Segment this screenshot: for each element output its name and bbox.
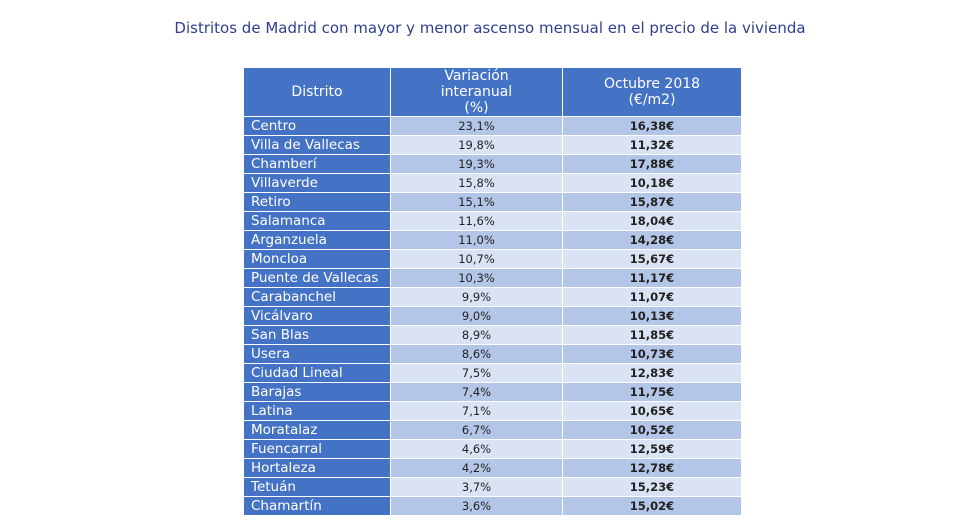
table-row: Villaverde 15,8% 10,18€ [243, 173, 742, 193]
table-row: Chamberí 19,3% 17,88€ [243, 154, 742, 174]
table-row: Salamanca 11,6% 18,04€ [243, 211, 742, 231]
value-cell: 10,52€ [562, 420, 742, 440]
table-header: Distrito Variación interanual (%) Octubr… [243, 67, 742, 117]
value-cell: 15,02€ [562, 496, 742, 516]
value-cell: 8,9% [390, 325, 563, 345]
table-row: Chamartín 3,6% 15,02€ [243, 496, 742, 516]
district-cell: Arganzuela [243, 230, 391, 250]
value-cell: 15,8% [390, 173, 563, 193]
value-cell: 11,07€ [562, 287, 742, 307]
district-cell: Hortaleza [243, 458, 391, 478]
district-cell: Latina [243, 401, 391, 421]
table-row: Ciudad Lineal 7,5% 12,83€ [243, 363, 742, 383]
value-cell: 10,7% [390, 249, 563, 269]
value-cell: 11,75€ [562, 382, 742, 402]
table-row: Moratalaz 6,7% 10,52€ [243, 420, 742, 440]
table-row: Centro 23,1% 16,38€ [243, 116, 742, 136]
value-cell: 8,6% [390, 344, 563, 364]
header-cell: Octubre 2018 (€/m2) [562, 67, 742, 117]
value-cell: 9,9% [390, 287, 563, 307]
header-cell: Distrito [243, 67, 391, 117]
district-cell: Salamanca [243, 211, 391, 231]
value-cell: 23,1% [390, 116, 563, 136]
district-cell: Villaverde [243, 173, 391, 193]
district-cell: Vicálvaro [243, 306, 391, 326]
value-cell: 12,83€ [562, 363, 742, 383]
table-row: Puente de Vallecas 10,3% 11,17€ [243, 268, 742, 288]
table-row: Barajas 7,4% 11,75€ [243, 382, 742, 402]
table-row: Usera 8,6% 10,73€ [243, 344, 742, 364]
value-cell: 18,04€ [562, 211, 742, 231]
value-cell: 19,8% [390, 135, 563, 155]
value-cell: 4,2% [390, 458, 563, 478]
district-cell: Tetuán [243, 477, 391, 497]
district-cell: Centro [243, 116, 391, 136]
value-cell: 10,65€ [562, 401, 742, 421]
value-cell: 14,28€ [562, 230, 742, 250]
value-cell: 15,23€ [562, 477, 742, 497]
table-row: Vicálvaro 9,0% 10,13€ [243, 306, 742, 326]
table-row: Tetuán 3,7% 15,23€ [243, 477, 742, 497]
district-cell: Chamartín [243, 496, 391, 516]
value-cell: 7,1% [390, 401, 563, 421]
table-row: Latina 7,1% 10,65€ [243, 401, 742, 421]
district-cell: Usera [243, 344, 391, 364]
table-row: Fuencarral 4,6% 12,59€ [243, 439, 742, 459]
district-cell: Villa de Vallecas [243, 135, 391, 155]
value-cell: 10,3% [390, 268, 563, 288]
table-body: Centro 23,1% 16,38€ Villa de Vallecas 19,8% 1… [243, 116, 742, 516]
value-cell: 3,7% [390, 477, 563, 497]
value-cell: 11,0% [390, 230, 563, 250]
title: Distritos de Madrid con mayor y menor as… [174, 19, 806, 37]
table-row: San Blas 8,9% 11,85€ [243, 325, 742, 345]
district-cell: Carabanchel [243, 287, 391, 307]
value-cell: 11,17€ [562, 268, 742, 288]
district-cell: Barajas [243, 382, 391, 402]
table-row: Hortaleza 4,2% 12,78€ [243, 458, 742, 478]
district-cell: Ciudad Lineal [243, 363, 391, 383]
value-cell: 10,18€ [562, 173, 742, 193]
value-cell: 6,7% [390, 420, 563, 440]
value-cell: 15,87€ [562, 192, 742, 212]
header-row: Distrito Variación interanual (%) Octubr… [243, 67, 742, 117]
district-table: Distrito Variación interanual (%) Octubr… [243, 67, 742, 516]
value-cell: 11,6% [390, 211, 563, 231]
value-cell: 16,38€ [562, 116, 742, 136]
value-cell: 4,6% [390, 439, 563, 459]
value-cell: 7,5% [390, 363, 563, 383]
district-cell: Retiro [243, 192, 391, 212]
value-cell: 11,85€ [562, 325, 742, 345]
district-cell: Puente de Vallecas [243, 268, 391, 288]
value-cell: 10,13€ [562, 306, 742, 326]
district-cell: Chamberí [243, 154, 391, 174]
value-cell: 15,67€ [562, 249, 742, 269]
value-cell: 9,0% [390, 306, 563, 326]
value-cell: 3,6% [390, 496, 563, 516]
value-cell: 7,4% [390, 382, 563, 402]
table-row: Moncloa 10,7% 15,67€ [243, 249, 742, 269]
header-cell: Variación interanual (%) [390, 67, 563, 117]
district-cell: Moratalaz [243, 420, 391, 440]
value-cell: 12,59€ [562, 439, 742, 459]
value-cell: 19,3% [390, 154, 563, 174]
value-cell: 10,73€ [562, 344, 742, 364]
district-cell: San Blas [243, 325, 391, 345]
table-row: Arganzuela 11,0% 14,28€ [243, 230, 742, 250]
table-row: Carabanchel 9,9% 11,07€ [243, 287, 742, 307]
district-cell: Moncloa [243, 249, 391, 269]
value-cell: 12,78€ [562, 458, 742, 478]
value-cell: 11,32€ [562, 135, 742, 155]
value-cell: 15,1% [390, 192, 563, 212]
table-row: Retiro 15,1% 15,87€ [243, 192, 742, 212]
district-cell: Fuencarral [243, 439, 391, 459]
table-row: Villa de Vallecas 19,8% 11,32€ [243, 135, 742, 155]
value-cell: 17,88€ [562, 154, 742, 174]
